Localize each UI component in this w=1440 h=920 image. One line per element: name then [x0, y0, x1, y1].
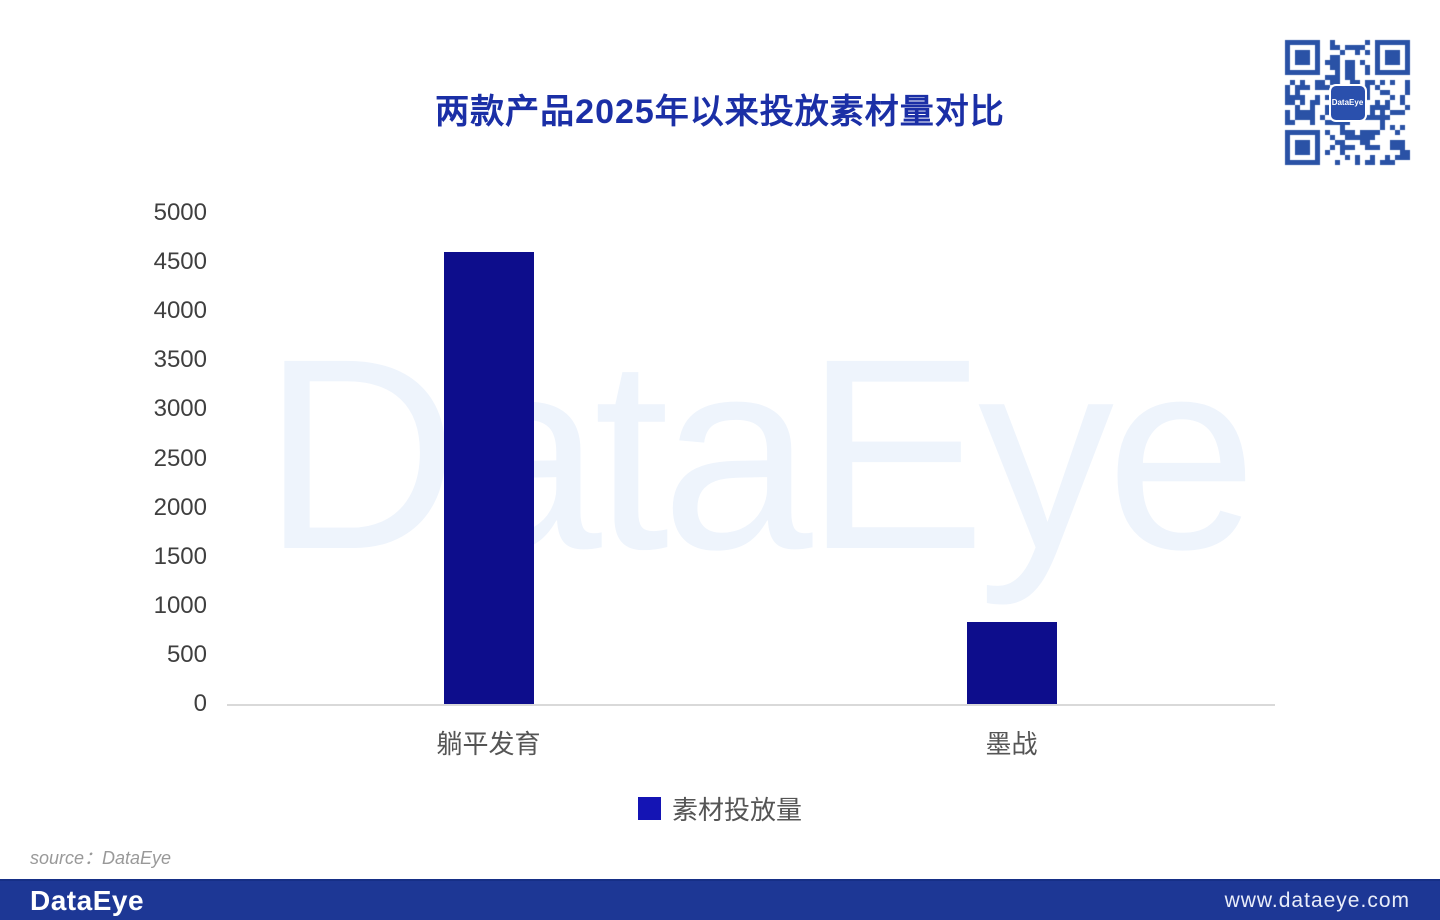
y-tick-label: 4500 [153, 248, 207, 276]
qr-center-logo: DataEye [1328, 83, 1367, 122]
x-axis-label: 墨战 [985, 729, 1038, 759]
chart-title: 两款产品2025年以来投放素材量对比 [435, 93, 1005, 131]
y-tick-label: 3500 [153, 346, 207, 374]
bar-躺平发育 [443, 252, 534, 704]
footer-bar: DataEye www.dataeye.com [0, 879, 1440, 920]
bar-墨战 [966, 622, 1057, 704]
source-note: source：DataEye [30, 848, 172, 868]
legend-label: 素材投放量 [671, 795, 802, 825]
y-tick-label: 2000 [153, 493, 207, 521]
y-tick-label: 5000 [153, 199, 207, 226]
x-axis-line [227, 704, 1275, 706]
chart-legend: 素材投放量 [0, 790, 1440, 827]
y-tick-label: 1500 [153, 542, 207, 570]
x-axis-label: 躺平发育 [436, 729, 541, 759]
dataeye-watermark: DataEye [262, 302, 1257, 606]
footer-url-link[interactable]: www.dataeye.com [1224, 888, 1410, 912]
y-tick-label: 2500 [153, 444, 207, 472]
y-tick-label: 3000 [153, 395, 207, 423]
dataeye-logo: DataEye [30, 884, 145, 916]
y-tick-label: 1000 [153, 591, 207, 619]
y-tick-label: 0 [193, 690, 207, 717]
y-tick-label: 500 [166, 640, 207, 668]
qr-code: DataEye [1284, 39, 1411, 166]
y-tick-label: 4000 [153, 297, 207, 325]
legend-marker-icon [637, 797, 661, 820]
